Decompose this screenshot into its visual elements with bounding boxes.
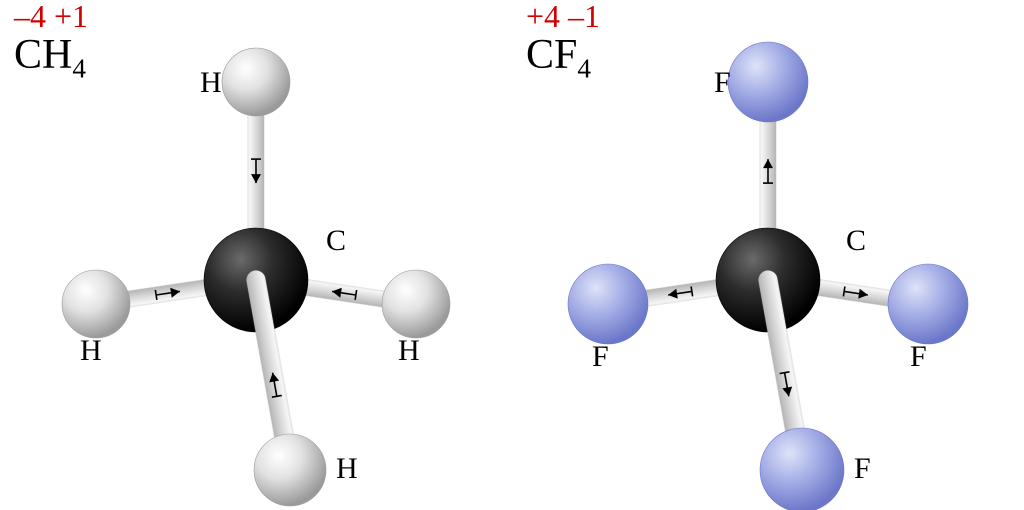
atom-H-right	[382, 270, 450, 338]
atom-F-left	[568, 264, 648, 344]
label-front: F	[854, 452, 871, 485]
atom-F-right	[888, 264, 968, 344]
atom-F-front	[760, 428, 844, 510]
label-top: F	[714, 66, 731, 99]
atom-H-front	[254, 434, 326, 506]
atom-F-top	[728, 42, 808, 122]
label-right: H	[398, 334, 420, 367]
label-front: H	[336, 452, 358, 485]
atom-H-top	[222, 48, 290, 116]
label-C: C	[326, 224, 346, 257]
label-left: F	[592, 340, 609, 373]
label-top: H	[200, 66, 222, 99]
scene-cf4: C F F F F	[512, 0, 1024, 510]
label-left: H	[80, 334, 102, 367]
molecule-cf4: +4 –1CF4CFFFF	[512, 0, 1024, 510]
atom-H-left	[62, 270, 130, 338]
scene-ch4: C H H H H	[0, 0, 512, 510]
label-right: F	[910, 340, 927, 373]
molecule-ch4: –4 +1CH4CHHHH	[0, 0, 512, 510]
label-C: C	[846, 224, 866, 257]
